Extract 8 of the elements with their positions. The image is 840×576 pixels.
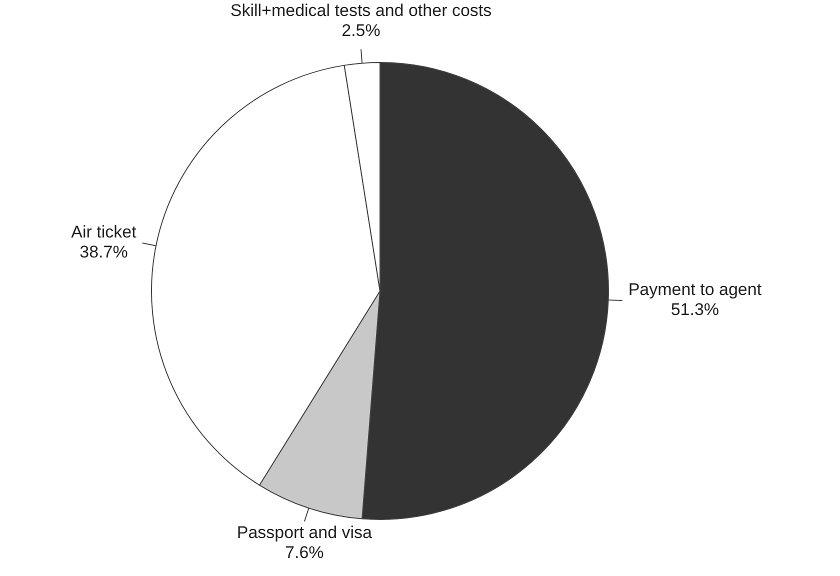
slice-label: Passport and visa (236, 523, 373, 542)
data-label: 51.3% (670, 300, 720, 320)
slice-label: Skill+medical tests and other costs (230, 0, 492, 20)
slice-label: Air ticket (71, 222, 137, 242)
data-label: 7.6% (285, 543, 324, 562)
slice-label: Payment to agent (628, 280, 762, 300)
data-label: 2.5% (342, 20, 380, 40)
data-label: 38.7% (80, 242, 128, 262)
